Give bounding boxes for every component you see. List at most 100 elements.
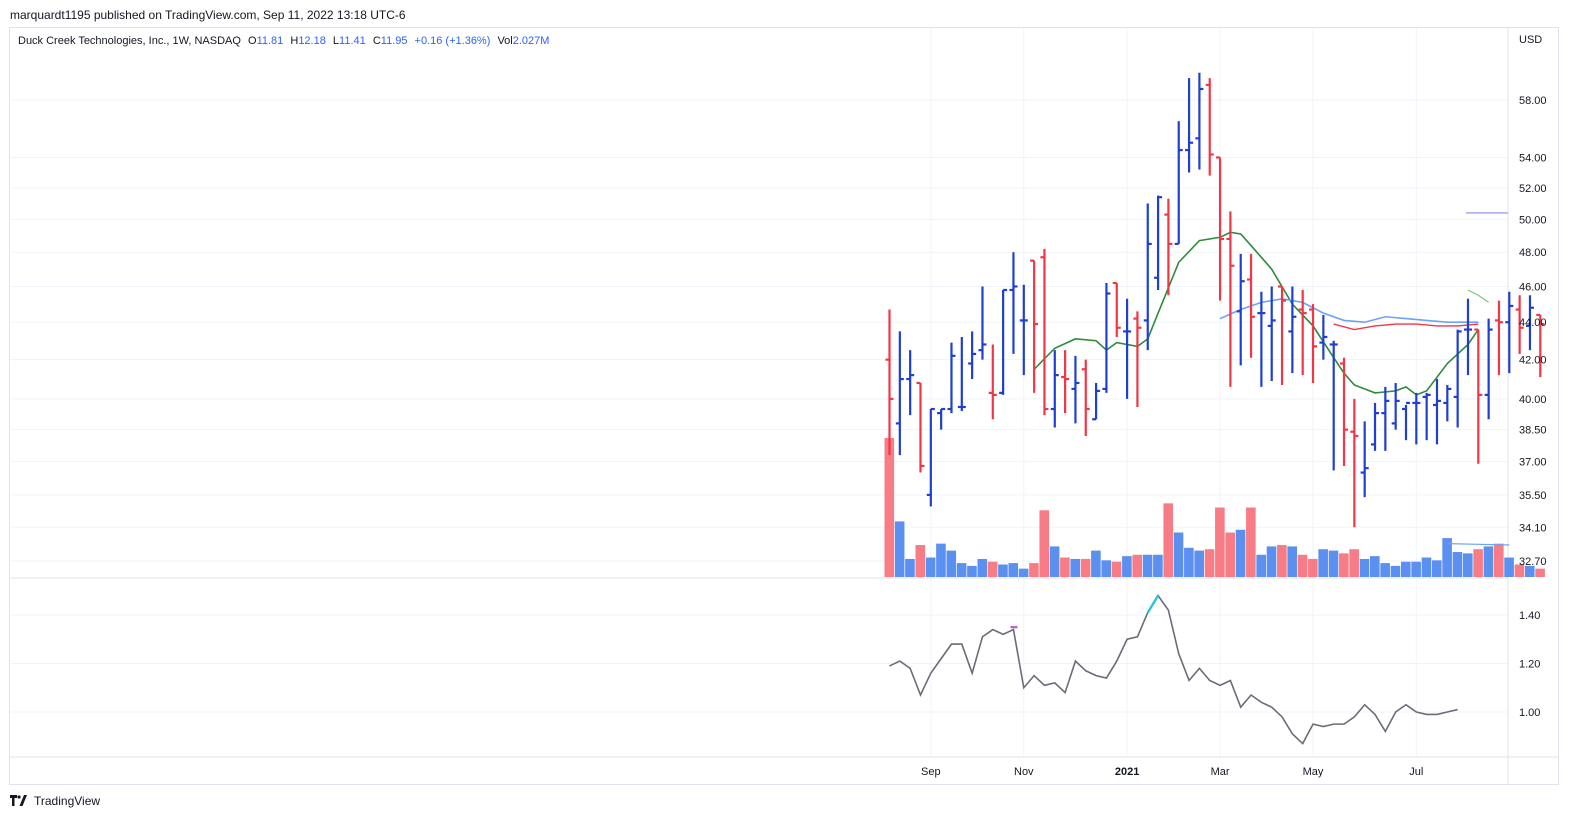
ohlc-bar — [1164, 198, 1173, 296]
price-tick-label: 38.50 — [1519, 425, 1547, 437]
price-tick-label: 34.10 — [1519, 522, 1547, 534]
volume-bar — [1493, 543, 1504, 577]
ohlc-bar — [1329, 340, 1338, 471]
time-tick-label: Nov — [1014, 766, 1034, 778]
price-tick-label: 50.00 — [1519, 214, 1547, 226]
ohlc-bar — [1174, 121, 1183, 245]
ohlc-bar — [1350, 398, 1359, 528]
volume-bar — [1184, 547, 1194, 577]
ohlc-bar — [1505, 291, 1514, 374]
ohlc-bar — [1133, 311, 1142, 407]
ohlc-bar — [926, 407, 935, 507]
price-scale-labels: 58.00 54.00 52.00 50.00 48.00 46.00 44.00 42.00… — [1519, 95, 1547, 719]
ohlc-bar — [1463, 298, 1472, 376]
tradingview-logo-icon — [10, 795, 27, 806]
volume-bar — [1287, 546, 1297, 577]
volume-bar — [1411, 561, 1421, 577]
volume-bar — [1246, 507, 1256, 577]
ohlc-bar — [1236, 253, 1245, 366]
legend-low: L11.41 — [332, 35, 366, 47]
ohlc-bar — [1009, 252, 1018, 354]
volume-bar — [1535, 568, 1545, 577]
price-tick-label: 52.00 — [1519, 183, 1547, 195]
ohlc-bar — [1319, 314, 1328, 360]
volume-bar — [1235, 529, 1246, 577]
currency-label: USD — [1519, 34, 1542, 46]
legend-close: C11.95 — [372, 35, 408, 47]
volume-bar — [1225, 532, 1235, 577]
price-tick-label: 48.00 — [1519, 247, 1547, 259]
tradingview-brand[interactable]: TradingView — [10, 794, 100, 808]
ohlc-bar — [1154, 195, 1163, 290]
ohlc-bar — [1267, 286, 1276, 382]
volume-bar — [1328, 550, 1339, 577]
volume-bar — [1266, 546, 1277, 577]
ohlc-bar — [1061, 350, 1070, 414]
volume-ma-line — [1447, 543, 1510, 546]
ma-blue-line — [1219, 297, 1479, 324]
legend-open: O11.81 — [248, 35, 284, 47]
ohlc-bar — [1205, 78, 1214, 176]
price-tick-label: 46.00 — [1519, 281, 1547, 293]
ohlc-bar — [1185, 78, 1194, 173]
ohlc-bar — [916, 381, 925, 473]
ohlc-bar — [895, 331, 904, 456]
volume-bar — [905, 558, 915, 577]
volume-bar — [1359, 558, 1370, 577]
volume-bar — [1514, 564, 1525, 577]
volume-bar — [1442, 538, 1452, 577]
legend-change: +0.16 (+1.36%) — [414, 35, 491, 47]
ohlc-bar — [1432, 379, 1441, 445]
ohlc-bar — [1030, 259, 1039, 393]
ma-green-line — [1033, 231, 1479, 396]
chart-frame[interactable] — [9, 27, 1559, 785]
ohlc-bar — [1371, 402, 1380, 451]
volume-bar — [1370, 556, 1380, 577]
ohlc-bar — [1019, 284, 1028, 376]
ohlc-bar — [1515, 295, 1524, 354]
volume-bar — [1473, 549, 1483, 577]
volume-bar — [998, 564, 1008, 577]
volume-bar — [1101, 560, 1112, 577]
ohlc-bar — [1081, 359, 1090, 436]
volume-bar — [1039, 510, 1050, 577]
ohlc-bar — [1536, 313, 1545, 378]
legend-symbol: Duck Creek Technologies, Inc., 1W, NASDA… — [18, 35, 241, 47]
volume-bar — [1029, 563, 1039, 577]
volume-bar — [946, 550, 957, 577]
price-tick-label: 58.00 — [1519, 95, 1547, 107]
ohlc-bar — [968, 331, 977, 380]
volume-bar — [915, 545, 926, 577]
ohlc-bar — [1092, 382, 1101, 421]
oscillator-pane — [889, 594, 1458, 745]
volume-bar — [1163, 503, 1174, 577]
volume-bar — [1390, 565, 1401, 577]
volume-bar — [956, 563, 967, 577]
ohlc-bar — [947, 342, 956, 414]
time-tick-label: May — [1303, 766, 1324, 778]
time-tick-label: 2021 — [1115, 766, 1139, 778]
ohlc-bar — [1257, 291, 1266, 387]
volume-bar — [1256, 554, 1266, 577]
publisher-caption: marquardt1195 published on TradingView.c… — [10, 8, 406, 22]
volume-bar — [1111, 561, 1122, 577]
ohlc-bar — [885, 309, 894, 456]
ohlc-bar — [1247, 253, 1256, 358]
volume-bar — [1008, 563, 1019, 577]
ohlc-bar — [1102, 282, 1111, 393]
osc-tick-label: 1.00 — [1519, 707, 1540, 719]
volume-bar — [1318, 549, 1328, 577]
ohlc-bar — [1278, 285, 1287, 385]
ohlc-bar — [1360, 421, 1369, 498]
volume-bar — [1308, 558, 1318, 577]
ohlc-bar — [1391, 382, 1400, 430]
ohlc-bar — [1309, 304, 1318, 383]
volume-bar — [894, 521, 905, 577]
time-scale-labels: Sep Nov 2021 Mar May Jul — [921, 766, 1423, 778]
price-tick-label: 44.00 — [1519, 317, 1547, 329]
ohlc-bar — [988, 344, 997, 420]
volume-bar — [1339, 553, 1349, 577]
ohlc-bar — [1484, 318, 1493, 420]
price-tick-label: 37.00 — [1519, 457, 1547, 469]
